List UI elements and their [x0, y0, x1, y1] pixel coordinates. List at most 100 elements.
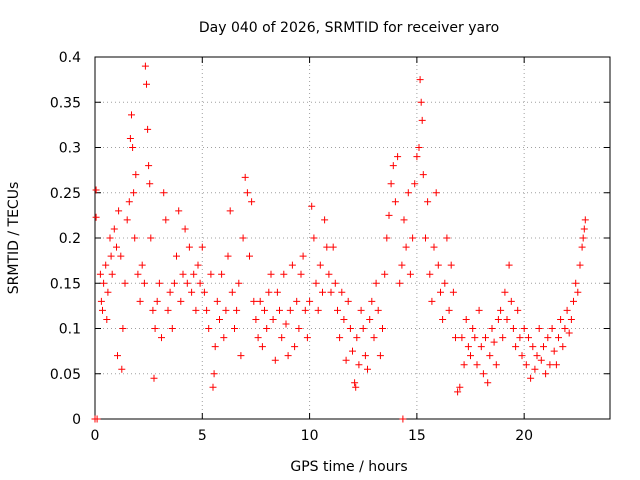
data-point — [374, 306, 382, 314]
data-point — [518, 352, 526, 360]
data-point — [138, 261, 146, 269]
data-point — [452, 334, 459, 342]
data-point — [527, 374, 535, 382]
data-point — [499, 334, 507, 342]
data-point — [323, 243, 331, 251]
data-point — [364, 365, 371, 373]
data-point — [331, 279, 339, 287]
data-point — [316, 261, 324, 269]
data-point — [179, 270, 187, 278]
data-point — [102, 261, 110, 269]
x-tick-label: 15 — [408, 428, 426, 444]
x-tick-label: 0 — [91, 428, 100, 444]
data-point — [121, 279, 129, 287]
data-point — [416, 76, 424, 84]
data-point — [222, 306, 230, 314]
y-tick-label: 0.35 — [50, 95, 81, 111]
data-point — [220, 334, 228, 342]
data-point — [92, 213, 100, 221]
data-point — [306, 297, 314, 305]
data-point — [366, 316, 374, 323]
data-point — [359, 325, 367, 332]
data-point — [301, 306, 309, 314]
data-point — [559, 343, 567, 351]
data-point — [357, 306, 365, 314]
data-point — [473, 361, 481, 369]
data-point — [372, 279, 380, 287]
data-point — [250, 297, 258, 305]
data-point — [104, 288, 112, 296]
data-point — [113, 243, 120, 251]
data-point — [216, 316, 223, 323]
data-point — [155, 279, 163, 287]
data-point — [295, 325, 303, 332]
data-point — [97, 297, 105, 305]
x-tick-label: 10 — [301, 428, 319, 444]
data-point — [385, 211, 393, 219]
x-tick-label: 5 — [198, 428, 207, 444]
y-tick-label: 0.25 — [50, 186, 81, 202]
data-point — [226, 207, 234, 215]
data-point — [194, 261, 202, 269]
data-point — [308, 202, 316, 210]
data-point — [426, 270, 434, 278]
data-point — [387, 180, 395, 188]
data-point — [400, 216, 408, 224]
data-point — [548, 325, 556, 332]
data-point — [415, 144, 423, 151]
data-point — [537, 356, 545, 364]
data-point — [293, 297, 301, 305]
data-point — [99, 306, 106, 314]
data-point — [398, 261, 406, 269]
data-point — [200, 288, 208, 296]
data-point — [338, 288, 346, 296]
data-point — [434, 261, 442, 269]
data-point — [351, 379, 359, 387]
data-point — [428, 297, 436, 305]
data-point — [147, 234, 155, 242]
data-point — [256, 297, 264, 305]
data-point — [563, 306, 571, 314]
data-point — [334, 306, 341, 314]
data-point — [379, 325, 386, 332]
data-point — [581, 216, 589, 224]
data-point — [205, 325, 213, 332]
data-point — [118, 365, 126, 373]
data-point — [183, 279, 191, 287]
data-point — [529, 343, 537, 351]
data-point — [108, 270, 116, 278]
data-point — [119, 325, 127, 332]
data-point — [115, 207, 123, 215]
data-point — [520, 325, 528, 332]
data-point — [188, 288, 196, 296]
data-point — [248, 198, 256, 206]
axis-ticks — [94, 56, 610, 420]
data-point — [96, 270, 104, 278]
data-point — [570, 297, 577, 305]
data-point — [542, 370, 550, 378]
data-point — [424, 198, 432, 206]
data-point — [404, 189, 412, 197]
data-point — [211, 343, 219, 351]
data-point — [252, 316, 260, 323]
data-point — [531, 365, 539, 373]
data-point — [462, 316, 470, 323]
data-point — [454, 388, 462, 396]
data-point — [303, 334, 311, 342]
data-point — [140, 279, 148, 287]
data-point — [123, 216, 131, 224]
data-point — [391, 198, 399, 206]
data-point — [181, 225, 189, 233]
data-point — [417, 98, 425, 106]
data-point — [490, 338, 498, 346]
data-point — [160, 189, 168, 197]
data-point — [190, 270, 198, 278]
data-point — [129, 144, 137, 151]
data-point — [552, 361, 560, 369]
data-point — [402, 243, 410, 251]
data-point — [209, 383, 217, 391]
data-point — [329, 243, 337, 251]
data-point — [114, 352, 121, 360]
data-point — [555, 334, 562, 342]
data-point — [143, 80, 150, 88]
